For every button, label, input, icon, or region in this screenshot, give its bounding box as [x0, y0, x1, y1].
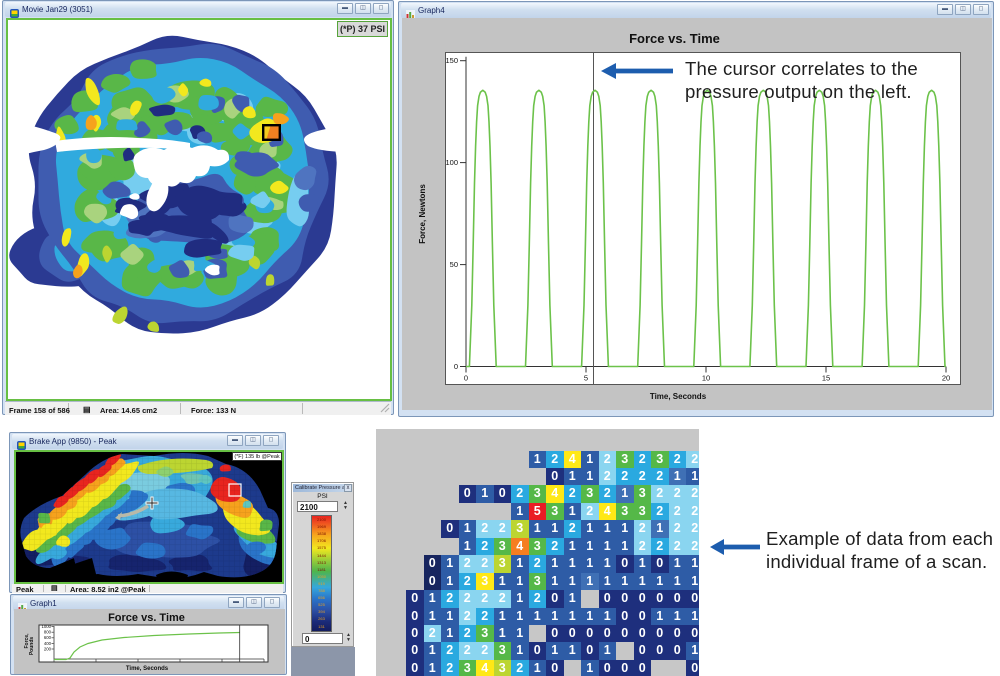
svg-text:Pounds: Pounds — [29, 637, 35, 656]
svg-text:20: 20 — [942, 374, 950, 383]
svg-text:Force,: Force, — [24, 633, 30, 649]
svg-text:100: 100 — [445, 158, 458, 167]
svg-text:150: 150 — [445, 56, 458, 65]
svg-text:400: 400 — [44, 641, 52, 646]
svg-text:Time, Seconds: Time, Seconds — [650, 392, 707, 401]
svg-text:600: 600 — [44, 635, 52, 640]
svg-text:Force, Newtons: Force, Newtons — [418, 184, 427, 244]
svg-text:800: 800 — [44, 630, 52, 635]
svg-text:1000: 1000 — [41, 624, 51, 629]
svg-text:15: 15 — [822, 374, 830, 383]
svg-text:200: 200 — [44, 646, 52, 651]
svg-text:0: 0 — [454, 362, 458, 371]
svg-text:50: 50 — [450, 260, 458, 269]
svg-text:5: 5 — [584, 374, 588, 383]
svg-text:0: 0 — [464, 374, 468, 383]
svg-text:10: 10 — [702, 374, 710, 383]
svg-text:Time, Seconds: Time, Seconds — [126, 666, 169, 672]
